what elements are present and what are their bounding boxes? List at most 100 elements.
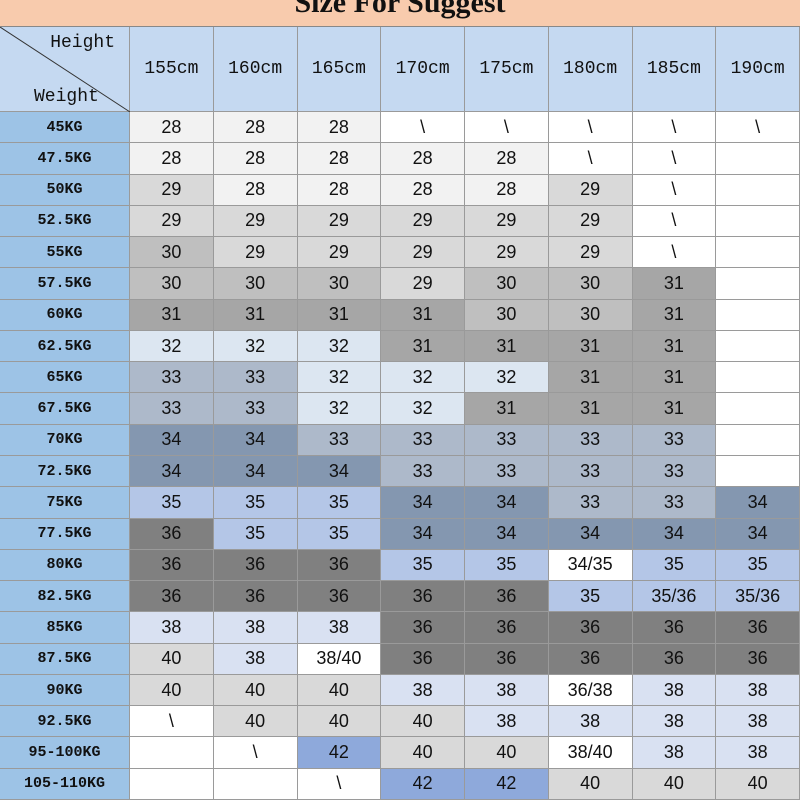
size-cell: 38 <box>213 643 298 675</box>
size-cell: 40 <box>130 643 214 675</box>
size-cell: 29 <box>548 174 633 206</box>
size-cell: 36 <box>130 518 214 550</box>
size-cell: \ <box>632 174 717 206</box>
size-cell: 30 <box>130 268 214 300</box>
size-cell: 36 <box>213 581 298 613</box>
size-cell <box>716 268 800 300</box>
row-label: 82.5KG <box>0 581 130 613</box>
size-cell: 31 <box>632 330 717 363</box>
size-cell: 33 <box>632 487 717 519</box>
size-cell: 31 <box>632 268 717 300</box>
size-cell: 34 <box>213 456 298 488</box>
size-cell <box>716 143 800 175</box>
column-header: 165cm <box>297 27 382 112</box>
size-cell: 30 <box>297 268 382 300</box>
row-label: 72.5KG <box>0 456 130 488</box>
size-cell: 28 <box>381 174 465 206</box>
size-cell: 42 <box>297 737 382 769</box>
size-cell: 36 <box>632 643 717 675</box>
size-cell: 31 <box>465 393 549 425</box>
size-cell: 28 <box>297 112 382 144</box>
size-cell: \ <box>548 112 633 144</box>
size-cell: 36 <box>716 612 800 644</box>
size-cell: 36 <box>381 643 465 675</box>
size-cell: 31 <box>381 330 465 363</box>
size-cell: 28 <box>297 174 382 206</box>
size-cell: 34 <box>465 487 549 519</box>
size-cell: 28 <box>213 112 298 144</box>
size-cell <box>716 237 800 269</box>
size-cell: 35 <box>130 487 214 519</box>
size-cell: 32 <box>381 362 465 394</box>
size-cell: 33 <box>548 456 633 488</box>
size-cell <box>716 299 800 331</box>
size-cell: 34 <box>381 518 465 550</box>
size-cell: 40 <box>213 674 298 707</box>
size-cell: \ <box>213 737 298 769</box>
size-cell: 30 <box>213 268 298 300</box>
size-cell: \ <box>548 143 633 175</box>
size-cell: 36 <box>716 643 800 675</box>
size-cell: 29 <box>213 205 298 238</box>
size-cell: 36 <box>548 612 633 644</box>
size-cell: 34 <box>716 518 800 550</box>
size-cell: \ <box>632 237 717 269</box>
size-cell <box>716 362 800 394</box>
corner-bottom: Weight <box>34 87 99 107</box>
diagonal <box>0 27 130 112</box>
row-label: 95-100KG <box>0 737 130 769</box>
size-cell: 38 <box>632 737 717 769</box>
size-cell: 31 <box>632 393 717 425</box>
size-cell <box>716 393 800 425</box>
size-cell: 33 <box>130 393 214 425</box>
size-cell: 34 <box>716 487 800 519</box>
size-cell: 35 <box>632 549 717 582</box>
size-cell: 36 <box>130 549 214 582</box>
row-label: 52.5KG <box>0 205 130 238</box>
size-cell: 28 <box>381 143 465 175</box>
size-cell: 28 <box>297 143 382 175</box>
size-cell <box>716 424 800 456</box>
size-cell: 42 <box>381 768 465 800</box>
size-cell: \ <box>297 768 382 800</box>
size-cell: 29 <box>381 237 465 269</box>
row-label: 77.5KG <box>0 518 130 550</box>
size-cell: 28 <box>213 143 298 175</box>
size-cell <box>716 456 800 488</box>
size-cell <box>213 768 298 800</box>
size-cell: 38 <box>716 737 800 769</box>
row-label: 90KG <box>0 674 130 707</box>
size-cell: 28 <box>130 143 214 175</box>
size-cell: 29 <box>297 205 382 238</box>
size-cell: 36 <box>632 612 717 644</box>
size-cell: 28 <box>213 174 298 206</box>
size-cell: 36 <box>548 643 633 675</box>
size-cell: 34 <box>130 424 214 456</box>
size-cell: 29 <box>548 237 633 269</box>
row-label: 45KG <box>0 112 130 144</box>
size-cell: 34 <box>632 518 717 550</box>
size-cell: 34/35 <box>548 549 633 582</box>
size-cell: 32 <box>213 330 298 363</box>
size-cell: 29 <box>130 174 214 206</box>
size-cell: 33 <box>213 362 298 394</box>
row-label: 55KG <box>0 237 130 269</box>
size-cell: 38 <box>716 674 800 707</box>
row-label: 65KG <box>0 362 130 394</box>
size-cell: 32 <box>381 393 465 425</box>
size-cell: 35 <box>297 518 382 550</box>
size-cell: 40 <box>213 706 298 738</box>
row-label: 62.5KG <box>0 330 130 363</box>
size-cell: 34 <box>465 518 549 550</box>
row-label: 92.5KG <box>0 706 130 738</box>
size-cell: 40 <box>716 768 800 800</box>
size-cell: 34 <box>381 487 465 519</box>
corner-top: Height <box>50 33 115 53</box>
size-cell: 28 <box>465 174 549 206</box>
size-cell <box>716 174 800 206</box>
size-cell: 34 <box>213 424 298 456</box>
size-cell <box>130 737 214 769</box>
size-cell: \ <box>632 112 717 144</box>
size-cell: \ <box>716 112 800 144</box>
size-cell: 35 <box>716 549 800 582</box>
